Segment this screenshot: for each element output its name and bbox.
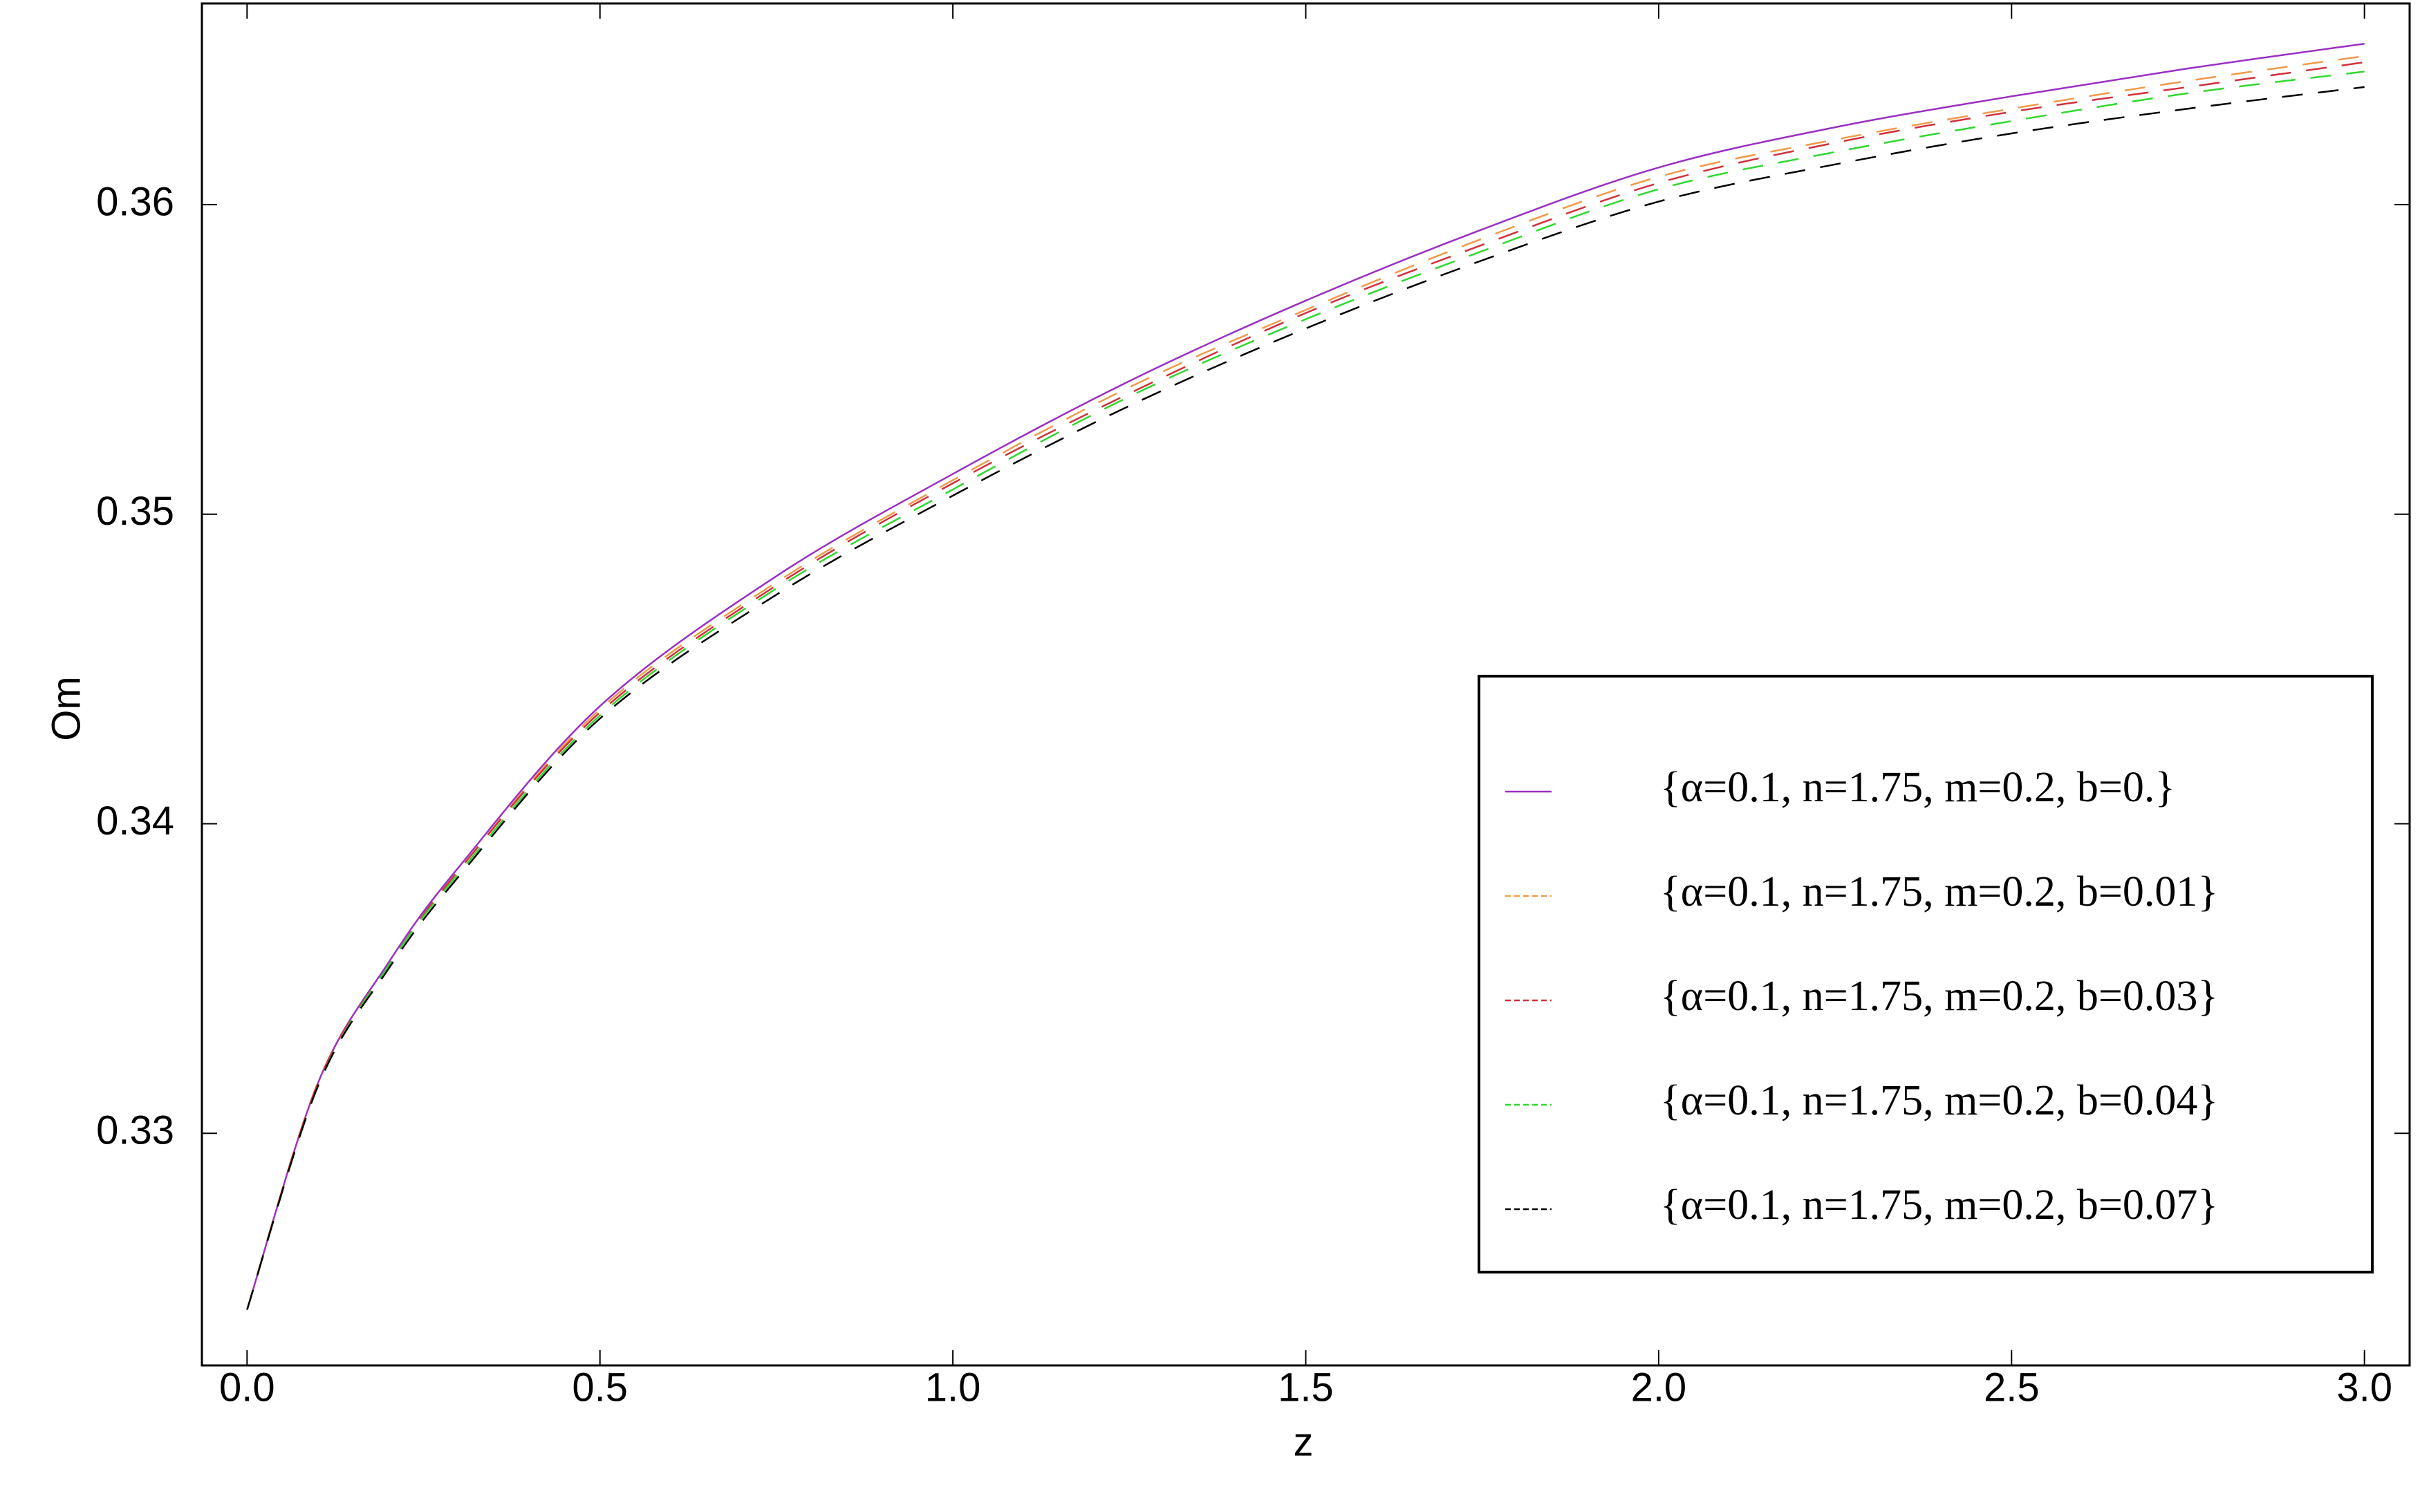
x-tick-label: 0.0 <box>219 1365 275 1410</box>
x-tick-label: 2.0 <box>1631 1365 1687 1410</box>
legend-label: {α=0.1, n=1.75, m=0.2, b=0.} <box>1660 764 2175 811</box>
x-tick-label: 1.5 <box>1278 1365 1334 1410</box>
legend-label: {α=0.1, n=1.75, m=0.2, b=0.04} <box>1660 1077 2218 1124</box>
legend-label: {α=0.1, n=1.75, m=0.2, b=0.07} <box>1660 1182 2218 1229</box>
y-axis-label: Om <box>44 676 89 740</box>
series-line <box>246 42 2365 1310</box>
series-line <box>246 71 2365 1310</box>
x-axis-label: z <box>1294 1419 1314 1464</box>
legend-box <box>1478 675 2374 1273</box>
y-tick-label: 0.36 <box>96 179 174 224</box>
series-line <box>246 61 2365 1310</box>
series-line <box>246 55 2365 1310</box>
series-line <box>246 86 2365 1310</box>
y-tick-label: 0.35 <box>96 489 174 534</box>
x-tick-label: 2.5 <box>1984 1365 2040 1410</box>
x-tick-label: 3.0 <box>2336 1365 2392 1410</box>
legend-label: {α=0.1, n=1.75, m=0.2, b=0.03} <box>1660 973 2218 1020</box>
x-tick-label: 0.5 <box>572 1365 628 1410</box>
y-tick-label: 0.33 <box>96 1108 174 1153</box>
x-tick-label: 1.0 <box>925 1365 981 1410</box>
y-tick-label: 0.34 <box>96 799 174 843</box>
legend-label: {α=0.1, n=1.75, m=0.2, b=0.01} <box>1660 868 2218 915</box>
